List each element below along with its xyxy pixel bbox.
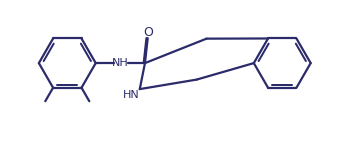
Text: HN: HN <box>123 90 139 100</box>
Text: O: O <box>143 26 153 39</box>
Text: NH: NH <box>112 58 129 68</box>
